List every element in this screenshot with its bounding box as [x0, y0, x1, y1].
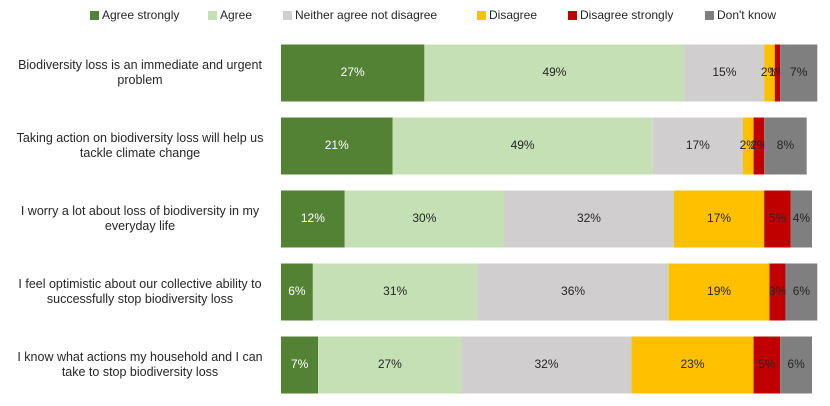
bar-segment	[461, 336, 632, 394]
category-label: Taking action on biodiversity loss will …	[16, 131, 264, 160]
bar-segment	[774, 44, 781, 102]
value-label: 6%	[288, 284, 306, 298]
value-label: 4%	[793, 211, 811, 225]
bar-segment	[281, 263, 313, 321]
bar-segment	[785, 263, 818, 321]
value-label: 7%	[291, 357, 309, 371]
bar-segment	[790, 190, 812, 248]
value-label: 2%	[750, 138, 768, 152]
value-label: 6%	[787, 357, 805, 371]
value-label: 23%	[681, 357, 705, 371]
bar-segment	[764, 44, 775, 102]
value-label: 12%	[301, 211, 325, 225]
value-label: 15%	[712, 65, 736, 79]
value-label: 17%	[707, 211, 731, 225]
bar-segment	[318, 336, 462, 394]
legend-label: Disagree strongly	[580, 8, 673, 22]
legend-label: Disagree	[489, 8, 537, 22]
bar-segment	[780, 336, 812, 394]
bar-segment	[769, 263, 786, 321]
bar-segment	[764, 117, 807, 175]
value-label: 49%	[542, 65, 566, 79]
legend-label: Don't know	[717, 8, 776, 22]
legend-swatch	[283, 11, 292, 20]
bar-segment	[281, 336, 319, 394]
value-label: 30%	[412, 211, 436, 225]
bar-segment	[780, 44, 818, 102]
value-label: 36%	[561, 284, 585, 298]
value-label: 27%	[378, 357, 402, 371]
bar-segment	[753, 336, 781, 394]
bar-segment	[344, 190, 505, 248]
bar-segment	[652, 117, 743, 175]
category-label: Biodiversity loss is an immediate and ur…	[18, 58, 262, 87]
bar-segment	[684, 44, 765, 102]
legend-swatch	[477, 11, 486, 20]
bar-segment	[312, 263, 478, 321]
value-label: 6%	[793, 284, 811, 298]
value-label: 31%	[383, 284, 407, 298]
value-label: 2%	[761, 65, 779, 79]
bar-segment	[673, 190, 765, 248]
bar-segment	[742, 117, 754, 175]
value-label: 32%	[534, 357, 558, 371]
category-label: I feel optimistic about our collective a…	[18, 277, 262, 306]
legend-swatch	[568, 11, 577, 20]
bar-segment	[281, 44, 425, 102]
value-label: 2%	[740, 138, 758, 152]
bar-segment	[392, 117, 653, 175]
legend-swatch	[208, 11, 217, 20]
bar-segment	[631, 336, 754, 394]
bar-segment	[281, 190, 345, 248]
bar-segment	[424, 44, 685, 102]
category-label: I worry a lot about loss of biodiversity…	[20, 204, 260, 233]
bar-segment	[477, 263, 669, 321]
value-label: 5%	[758, 357, 776, 371]
bar-segment	[504, 190, 674, 248]
legend-label: Agree	[220, 8, 252, 22]
legend-label: Agree strongly	[102, 8, 179, 22]
value-label: 7%	[790, 65, 808, 79]
bar-segment	[281, 117, 393, 175]
value-label: 49%	[511, 138, 535, 152]
category-label: I know what actions my household and I c…	[17, 350, 263, 379]
legend-swatch	[705, 11, 714, 20]
value-label: 17%	[686, 138, 710, 152]
value-label: 32%	[577, 211, 601, 225]
bar-segment	[753, 117, 765, 175]
value-label: 21%	[325, 138, 349, 152]
legend-label: Neither agree not disagree	[295, 8, 437, 22]
value-label: 19%	[707, 284, 731, 298]
value-label: 8%	[777, 138, 795, 152]
value-label: 3%	[769, 284, 787, 298]
value-label: 27%	[341, 65, 365, 79]
bar-segment	[764, 190, 791, 248]
legend-swatch	[90, 11, 99, 20]
value-label: 5%	[769, 211, 787, 225]
bar-segment	[668, 263, 770, 321]
